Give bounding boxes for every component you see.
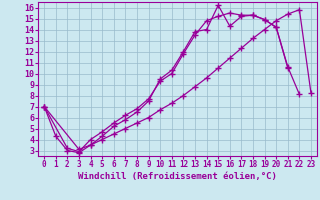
X-axis label: Windchill (Refroidissement éolien,°C): Windchill (Refroidissement éolien,°C) bbox=[78, 172, 277, 181]
